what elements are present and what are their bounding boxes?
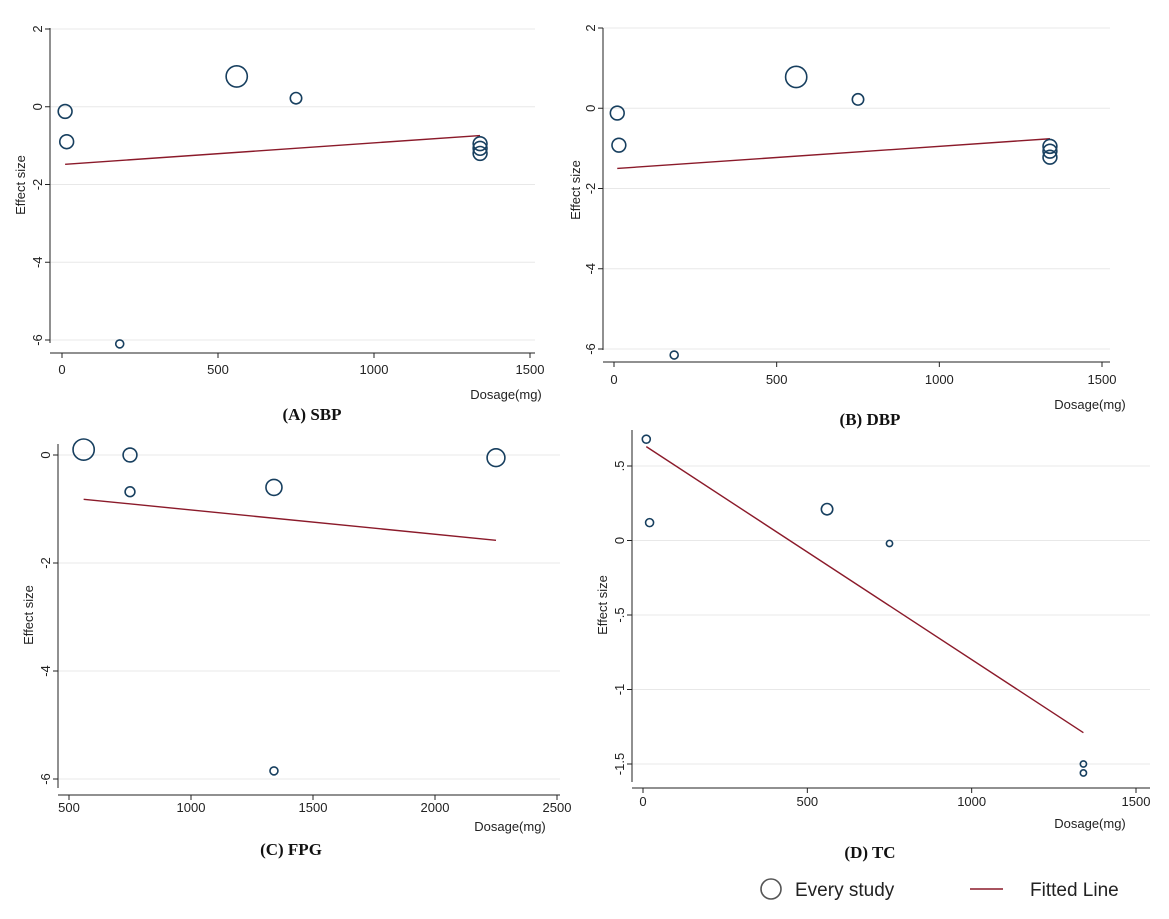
x-tick-label: 1000 [177, 800, 206, 815]
x-axis-title: Dosage(mg) [1054, 397, 1126, 412]
x-tick-label: 1000 [925, 372, 954, 387]
y-tick-label: -6 [30, 334, 45, 346]
y-tick-label: -2 [583, 183, 598, 195]
y-tick-label: 0 [583, 105, 598, 112]
y-tick-label: -2 [38, 557, 53, 569]
y-tick-label: -4 [38, 665, 53, 677]
panel-c: Effect size Dosage(mg) (C) FPG -6 -4 -2 0 50… [21, 438, 572, 859]
legend-fitted-label: Fitted Line [1030, 880, 1119, 901]
y-tick-label: -1 [612, 684, 627, 696]
study-marker [72, 438, 96, 462]
x-tick-label: 1000 [360, 362, 389, 377]
fitted-line [617, 138, 1050, 170]
y-tick-label: 0 [30, 103, 45, 110]
study-marker [1042, 149, 1058, 165]
panel-caption: (C) FPG [260, 840, 322, 859]
y-tick-label: -.5 [612, 607, 627, 622]
study-marker [58, 134, 75, 150]
y-axis-title: Effect size [21, 585, 36, 645]
study-marker [57, 103, 73, 120]
panel-caption: (D) TC [844, 843, 895, 862]
fitted-line [645, 446, 1084, 734]
x-axis-title: Dosage(mg) [470, 387, 542, 402]
panel-d: Effect size Dosage(mg) (D) TC -1.5 -1 -.5 0… [595, 430, 1150, 862]
x-tick-label: 0 [639, 794, 646, 809]
study-marker [641, 434, 652, 444]
y-tick-label: -4 [583, 263, 598, 275]
x-tick-label: 0 [610, 372, 617, 387]
study-marker [265, 478, 283, 497]
y-tick-label: 2 [583, 24, 598, 31]
study-marker [472, 140, 488, 157]
study-marker [114, 339, 125, 349]
study-marker [1079, 760, 1088, 768]
y-tick-label: -6 [38, 773, 53, 785]
y-axis-title: Effect size [13, 155, 28, 215]
x-axis-title: Dosage(mg) [474, 819, 546, 834]
y-tick-label: 0 [612, 537, 627, 544]
y-axis-title: Effect size [595, 575, 610, 635]
y-tick-label: .5 [612, 461, 627, 472]
study-marker [472, 135, 488, 152]
y-tick-label: -1.5 [612, 753, 627, 775]
study-marker [289, 91, 303, 105]
x-tick-label: 1500 [1122, 794, 1151, 809]
x-tick-label: 500 [58, 800, 80, 815]
x-tick-label: 2000 [421, 800, 450, 815]
x-tick-label: 500 [207, 362, 229, 377]
study-marker [611, 137, 627, 153]
x-tick-label: 1500 [1088, 372, 1117, 387]
x-tick-label: 1500 [299, 800, 328, 815]
study-marker [1042, 138, 1058, 155]
x-tick-label: 1500 [516, 362, 545, 377]
study-marker [820, 502, 834, 516]
x-tick-label: 1000 [957, 794, 986, 809]
panel-caption: (A) SBP [282, 405, 341, 424]
x-tick-label: 2500 [543, 800, 572, 815]
study-marker [885, 539, 894, 548]
study-marker [784, 65, 808, 89]
study-marker [644, 517, 655, 528]
study-marker [486, 448, 506, 468]
y-tick-label: 2 [30, 25, 45, 32]
study-marker [1079, 769, 1088, 777]
study-marker [1042, 143, 1058, 159]
study-marker [472, 145, 488, 162]
legend: Every study Fitted Line [760, 878, 1119, 901]
study-marker [124, 486, 136, 498]
study-marker [851, 92, 865, 106]
study-marker [669, 350, 679, 360]
study-marker [609, 105, 625, 121]
y-tick-label: -4 [30, 256, 45, 268]
legend-study-icon [760, 878, 782, 900]
x-tick-label: 500 [766, 372, 788, 387]
panel-caption: (B) DBP [840, 410, 901, 429]
x-tick-label: 0 [58, 362, 65, 377]
panel-a: Effect size Dosage(mg) (A) SBP -6 -4 -2 0 2 0… [13, 25, 544, 424]
y-axis-title: Effect size [568, 160, 583, 220]
legend-study-label: Every study [795, 880, 895, 901]
study-marker [122, 447, 138, 463]
fitted-line [83, 498, 497, 542]
x-tick-label: 500 [796, 794, 818, 809]
x-axis-title: Dosage(mg) [1054, 816, 1126, 831]
y-tick-label: -6 [583, 343, 598, 355]
study-marker [225, 65, 249, 88]
y-tick-label: 0 [38, 451, 53, 458]
study-marker [269, 766, 279, 776]
y-tick-label: -2 [30, 179, 45, 191]
panel-b: Effect size Dosage(mg) (B) DBP -6 -4 -2 0 2 0… [568, 24, 1126, 429]
fitted-line [65, 134, 481, 165]
